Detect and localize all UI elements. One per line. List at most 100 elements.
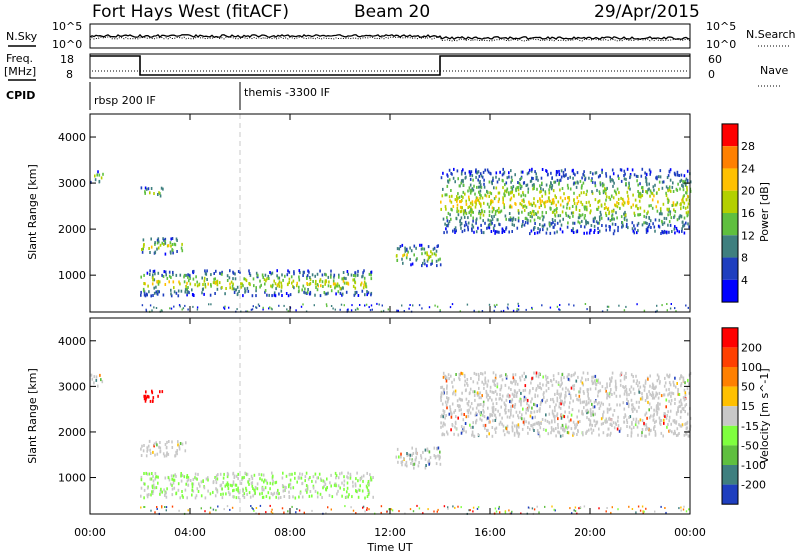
echo-cell	[436, 510, 438, 513]
echo-cell	[196, 306, 199, 309]
echo-cell	[309, 276, 311, 279]
echo-cell	[492, 226, 495, 230]
echo-cell	[154, 241, 156, 245]
echo-cell	[268, 307, 270, 310]
echo-cell	[608, 395, 611, 399]
echo-cell	[271, 471, 273, 475]
echo-cell	[588, 176, 590, 180]
echo-cell	[185, 441, 187, 445]
echo-cell	[491, 221, 493, 225]
echo-cell	[534, 393, 536, 397]
echo-cell	[480, 185, 483, 189]
echo-cell	[366, 290, 368, 293]
echo-cell	[602, 191, 605, 195]
echo-cell	[153, 486, 156, 490]
echo-cell	[151, 492, 154, 495]
echo-cell	[451, 412, 453, 416]
echo-cell	[582, 383, 584, 387]
echo-cell	[148, 472, 151, 476]
echo-cell	[253, 509, 255, 512]
echo-cell	[491, 390, 494, 394]
echo-cell	[556, 412, 559, 416]
echo-cell	[530, 169, 533, 173]
echo-cell	[686, 387, 689, 391]
echo-cell	[678, 400, 681, 404]
echo-cell	[568, 419, 571, 423]
echo-cell	[478, 174, 481, 178]
echo-cell	[489, 385, 492, 389]
echo-cell	[381, 304, 383, 307]
echo-cell	[364, 510, 366, 513]
echo-cell	[532, 427, 534, 431]
echo-cell	[301, 495, 304, 499]
echo-cell	[583, 225, 586, 229]
echo-cell	[460, 425, 463, 429]
echo-cell	[203, 292, 205, 296]
echo-cell	[409, 457, 411, 461]
echo-cell	[671, 230, 673, 233]
echo-cell	[489, 171, 491, 175]
echo-cell	[645, 230, 648, 234]
echo-cell	[595, 171, 598, 175]
echo-cell	[530, 411, 533, 415]
echo-cell	[646, 394, 649, 398]
echo-cell	[499, 393, 501, 396]
echo-cell	[589, 171, 592, 174]
echo-cell	[517, 209, 520, 213]
echo-cell	[493, 413, 496, 417]
echo-cell	[586, 371, 589, 375]
echo-cell	[659, 380, 661, 384]
echo-cell	[533, 422, 536, 426]
echo-cell	[235, 474, 238, 478]
echo-cell	[686, 214, 689, 218]
echo-cell	[640, 434, 643, 438]
echo-cell	[281, 484, 284, 487]
echo-cell	[684, 397, 686, 401]
echo-cell	[466, 401, 469, 405]
power-echoes	[90, 167, 692, 313]
echo-cell	[559, 219, 561, 223]
echo-cell	[579, 420, 581, 423]
echo-cell	[556, 207, 558, 210]
echo-cell	[544, 192, 547, 196]
echo-cell	[518, 425, 520, 429]
echo-cell	[605, 510, 607, 513]
echo-cell	[529, 219, 532, 223]
echo-cell	[438, 457, 441, 461]
echo-cell	[259, 504, 262, 507]
echo-cell	[503, 230, 506, 233]
freq-label: Freq.	[6, 52, 33, 65]
echo-cell	[665, 388, 668, 392]
echo-cell	[291, 472, 293, 476]
echo-cell	[409, 257, 411, 261]
echo-cell	[160, 186, 163, 190]
echo-cell	[552, 198, 555, 202]
echo-cell	[486, 168, 489, 172]
echo-cell	[531, 215, 533, 219]
echo-cell	[453, 228, 456, 232]
echo-cell	[595, 399, 597, 403]
echo-cell	[578, 409, 580, 413]
echo-cell	[496, 230, 499, 234]
echo-cell	[602, 413, 604, 417]
echo-cell	[456, 199, 458, 203]
echo-cell	[526, 402, 528, 406]
echo-cell	[214, 494, 217, 498]
echo-cell	[517, 423, 520, 427]
echo-cell	[557, 200, 560, 204]
date-title: 29/Apr/2015	[594, 2, 700, 22]
echo-cell	[465, 199, 467, 203]
echo-cell	[591, 191, 594, 195]
echo-cell	[448, 168, 451, 172]
echo-cell	[397, 460, 399, 464]
echo-cell	[651, 382, 654, 386]
echo-cell	[353, 274, 355, 277]
echo-cell	[572, 176, 574, 180]
echo-cell	[544, 205, 546, 209]
echo-cell	[672, 201, 675, 205]
echo-cell	[548, 421, 550, 425]
echo-cell	[668, 185, 671, 189]
echo-cell	[191, 288, 193, 292]
colorbar-tick-label: 15	[741, 400, 755, 413]
echo-cell	[281, 507, 284, 510]
